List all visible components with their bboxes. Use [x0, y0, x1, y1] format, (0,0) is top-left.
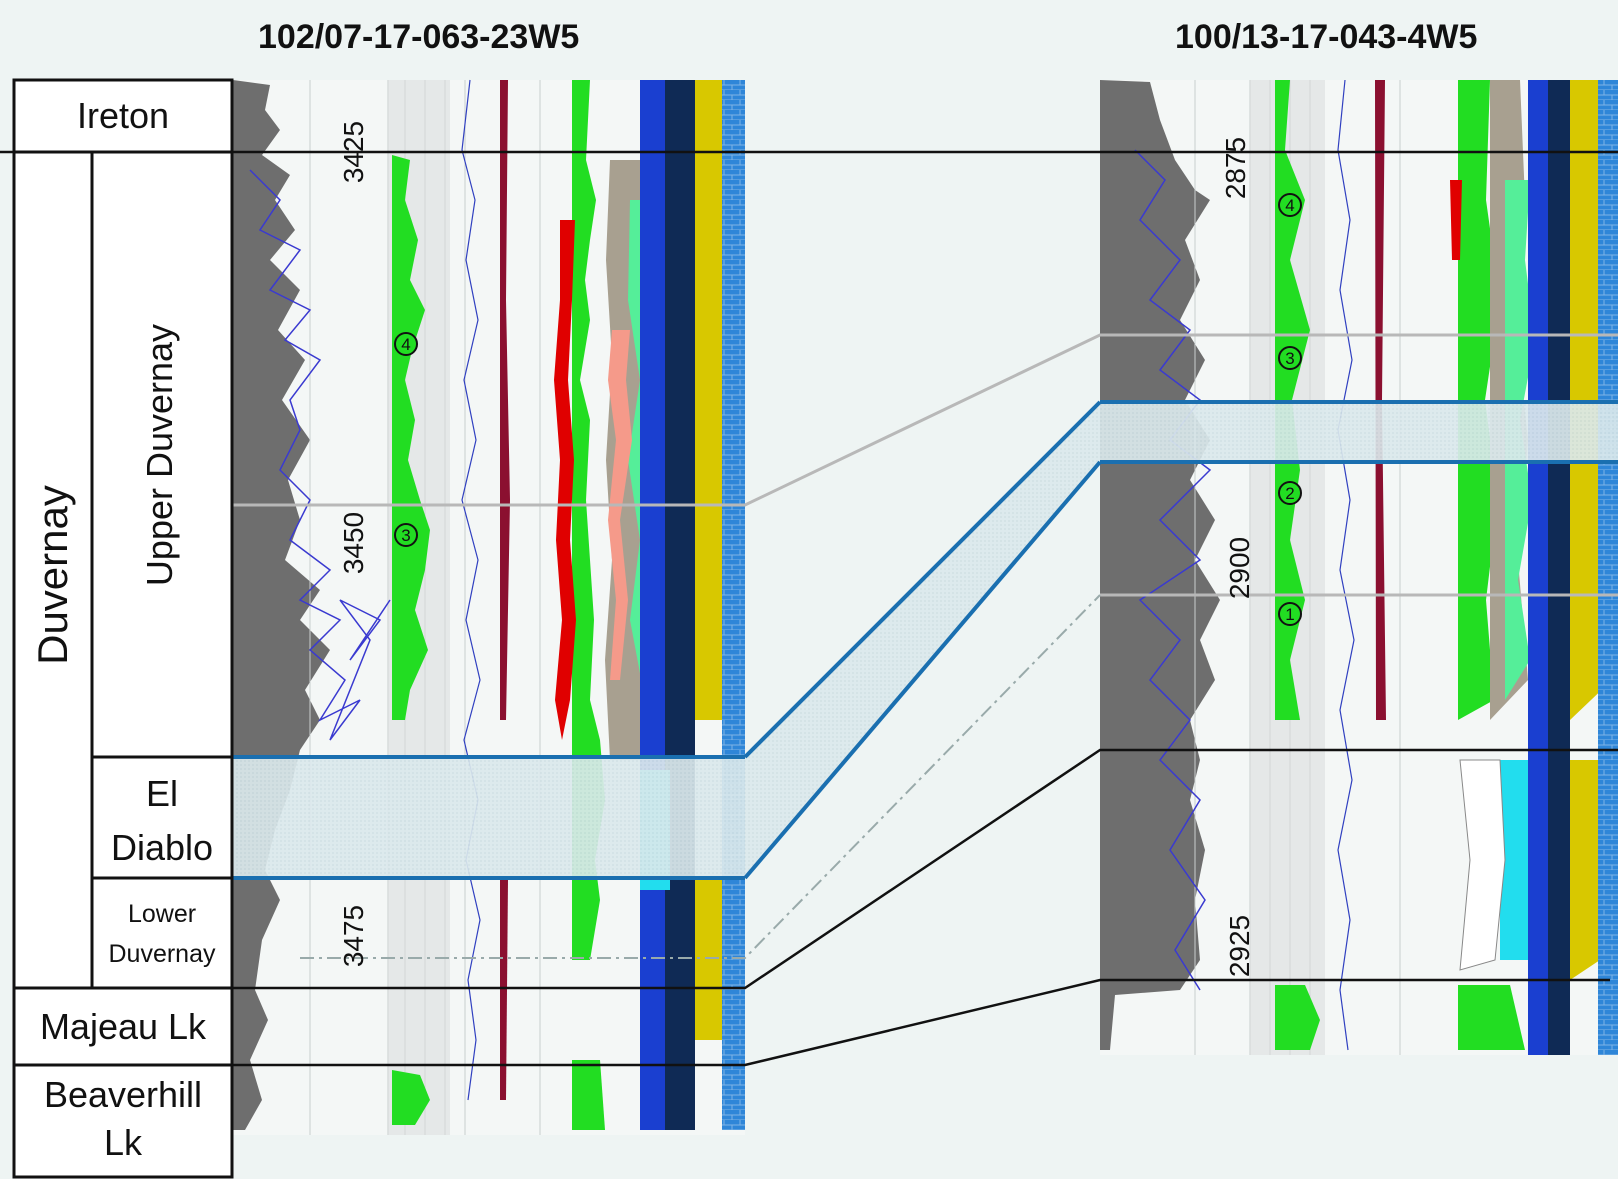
left-green-curve-lower	[392, 1070, 430, 1125]
left-well-title: 102/07-17-063-23W5	[258, 18, 580, 56]
left-depth-label-3450: 3450	[338, 511, 369, 575]
beaverhill-box	[12, 1063, 234, 1179]
right-green-curve	[1275, 80, 1310, 720]
left-marker-3: 3	[394, 523, 418, 547]
right-depth-label-2900: 2900	[1224, 536, 1255, 600]
right-markers: 4 3 2 1	[1278, 193, 1302, 626]
right-well-title: 100/13-17-043-4W5	[1175, 18, 1478, 56]
right-marker-3: 3	[1278, 346, 1302, 370]
el-diablo-label-line2: Diablo	[110, 827, 214, 868]
upper-duvernay-box	[90, 150, 234, 759]
right-marker-1-label: 1	[1285, 605, 1294, 624]
left-dark-red-fill	[500, 80, 510, 720]
left-depth-label-3475: 3475	[338, 904, 369, 968]
lower-duvernay-label-line1: Lower	[127, 899, 197, 928]
right-gamma-curve	[1134, 149, 1212, 991]
left-red-porosity	[554, 220, 576, 740]
left-blue-band	[640, 80, 665, 1130]
left-green-porosity	[572, 80, 605, 960]
right-marker-4: 4	[1278, 193, 1302, 217]
upper-duvernay-label: Upper Duvernay	[139, 323, 180, 587]
majeau-label: Majeau Lk	[39, 1005, 207, 1047]
formation-column	[12, 78, 234, 1179]
right-marker-3-label: 3	[1285, 349, 1294, 368]
left-marker-4-label: 4	[401, 335, 410, 354]
right-resistivity-curve	[1337, 79, 1355, 1051]
ireton-label: Ireton	[76, 95, 170, 136]
lower-duvernay-box	[90, 876, 234, 990]
left-limestone-band	[722, 80, 745, 1130]
ireton-box	[12, 78, 234, 154]
right-marker-1: 1	[1278, 602, 1302, 626]
dash-dot-correlation-line	[300, 594, 1101, 959]
left-navy-band	[665, 80, 695, 1130]
left-depth-label-3425: 3425	[338, 120, 369, 184]
left-green-porosity-lower	[572, 1060, 605, 1130]
left-dark-red-fill-lower	[500, 880, 508, 1100]
lower-duvernay-label-line2: Duvernay	[108, 939, 216, 968]
left-well-log	[233, 79, 745, 1135]
left-gamma-curve	[249, 169, 391, 741]
lower-duvernay-base-line	[228, 748, 1618, 990]
left-markers: 4 3	[394, 332, 418, 547]
beaverhill-label-line2: Lk	[103, 1122, 143, 1163]
right-gamma-ray-fill	[1100, 80, 1220, 1050]
right-limestone-lower	[1600, 990, 1618, 1055]
majeau-base-line	[228, 978, 1610, 1067]
duvernay-group-label: Duvernay	[29, 485, 76, 665]
el-diablo-base-correlation	[743, 460, 1102, 880]
right-navy-band	[1548, 80, 1570, 1055]
left-marker-3-label: 3	[401, 526, 410, 545]
right-marker-2: 2	[1278, 481, 1302, 505]
right-green-porosity-lower	[1458, 985, 1525, 1050]
el-diablo-box	[90, 755, 234, 880]
right-marker-4-label: 4	[1285, 196, 1294, 215]
beaverhill-label-line1: Beaverhill	[43, 1074, 203, 1115]
right-limestone-band	[1598, 80, 1618, 1055]
right-marker-2-label: 2	[1285, 484, 1294, 503]
el-diablo-top-correlation	[743, 400, 1102, 759]
right-depth-label-2875: 2875	[1220, 136, 1251, 200]
right-depth-label-2925: 2925	[1224, 914, 1255, 978]
marker-3-correlation-line	[233, 333, 1618, 507]
right-white-fill	[1459, 759, 1506, 971]
right-blue-band	[1528, 80, 1548, 1055]
left-green-curve	[392, 155, 430, 720]
right-well-log	[1100, 79, 1618, 1055]
el-diablo-label-line1: El	[145, 773, 178, 814]
right-green-curve-lower	[1275, 985, 1320, 1050]
left-marker-4: 4	[394, 332, 418, 356]
right-red-porosity	[1450, 180, 1462, 260]
left-resistivity-curve	[461, 79, 481, 1101]
